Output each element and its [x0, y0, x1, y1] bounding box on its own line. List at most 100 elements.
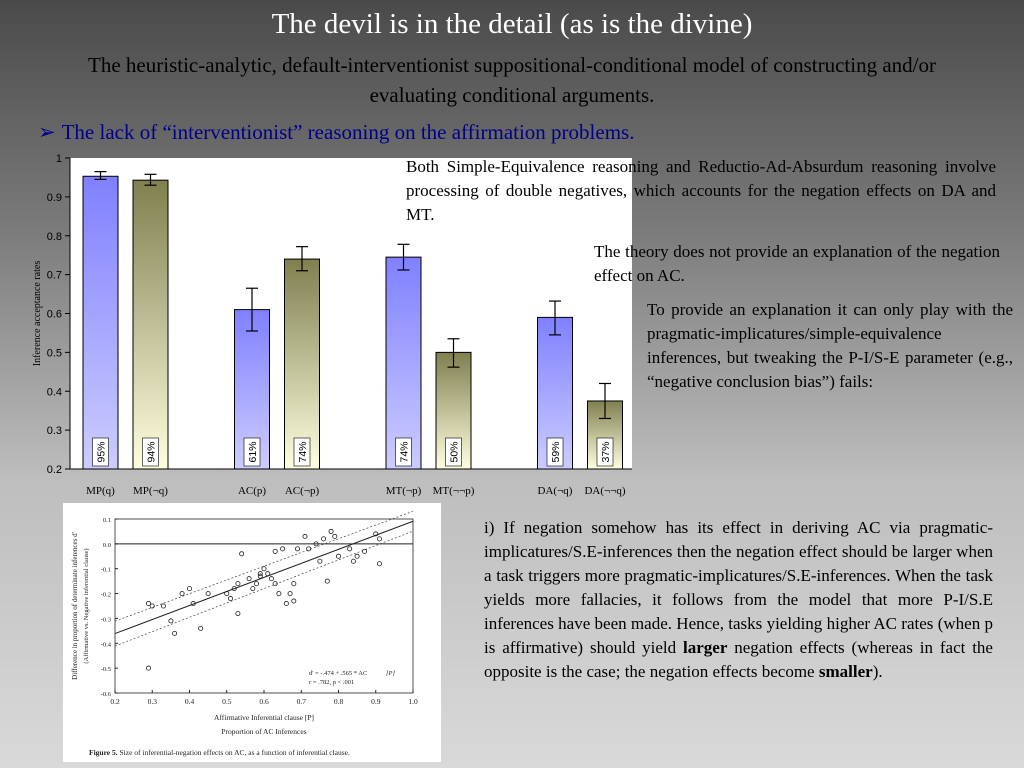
regression-line [114, 520, 414, 635]
scatter-point [146, 665, 152, 671]
bar [284, 258, 320, 470]
y-tick-label: 0.6 [47, 309, 62, 321]
y-tick-label: 1 [56, 153, 62, 165]
scatter-point [239, 551, 245, 557]
paragraph-argument-part2: negation effects (whereas in fact the op… [484, 638, 993, 681]
emphasis-smaller: smaller [818, 662, 873, 681]
bar-data-label: 50% [449, 441, 461, 462]
scatter-point [272, 581, 278, 587]
bar [82, 175, 119, 470]
y-tick-label: -0.3 [101, 616, 111, 623]
scatter-point [227, 596, 233, 602]
y-axis-label: Inference acceptance rates [32, 261, 43, 367]
x-axis-sublabel: Proportion of AC Inferences [221, 727, 306, 736]
scatter-point [332, 533, 338, 539]
scatter-point [276, 591, 282, 597]
x-tick-label: 0.5 [222, 697, 232, 706]
scatter-point [280, 546, 286, 552]
y-tick-label: 0.7 [47, 270, 62, 282]
bar-label-box [142, 437, 159, 467]
y-tick-label: 0.0 [103, 542, 111, 549]
category-label: MT(¬¬p) [433, 485, 475, 497]
scatter-point [257, 571, 263, 577]
x-tick-label: 0.6 [259, 697, 269, 706]
x-tick-label: 0.7 [297, 697, 307, 706]
y-tick-label: -0.5 [101, 666, 111, 673]
y-axis-label: Difference in proportion of determinate … [71, 532, 79, 680]
scatter-point [335, 553, 341, 559]
y-tick-label: -0.2 [101, 592, 111, 599]
bar-data-label: 61% [247, 441, 259, 462]
x-tick-label: 1.0 [408, 697, 418, 706]
scatter-point [306, 546, 312, 552]
x-tick-label: 0.2 [110, 697, 120, 706]
x-tick-label: 0.4 [185, 697, 195, 706]
category-label: AC(¬p) [285, 485, 320, 497]
paragraph-argument: i) If negation somehow has its effect in… [484, 516, 993, 684]
scatter-point [179, 591, 185, 597]
scatter-point [291, 598, 297, 604]
y-tick-label: 0.9 [47, 192, 62, 204]
category-label: DA(¬q) [538, 485, 573, 497]
y-tick-label: 0.1 [103, 517, 111, 524]
y-tick-label: 0.4 [47, 386, 62, 398]
arrow-bullet-icon: ➢ [38, 120, 56, 144]
bar-label-box [546, 437, 564, 467]
emphasis-larger: larger [683, 638, 728, 657]
bullet-text: The lack of “interventionist” reasoning … [61, 120, 635, 144]
bar-label-box [395, 437, 412, 467]
scatter-point [350, 558, 356, 564]
bar-label-box [92, 437, 109, 467]
scatter-point [190, 601, 196, 607]
scatter-point [254, 581, 260, 587]
scatter-point [376, 536, 382, 542]
confidence-band-lower [114, 530, 414, 647]
paragraph-explanation: To provide an explanation it can only pl… [647, 300, 1013, 391]
scatter-point [328, 528, 334, 534]
scatter-point [272, 548, 278, 554]
scatter-point [160, 603, 166, 609]
bar-data-label: 95% [96, 441, 108, 462]
y-tick-label: 0.2 [47, 464, 62, 476]
scatter-point [268, 576, 274, 582]
category-label: MP(¬q) [133, 485, 168, 497]
scatter-point [347, 546, 353, 552]
legend-tag: [P] [386, 670, 396, 677]
scatter-figure: 0.2 0.3 0.4 0.5 0.6 0.7 0.8 0.9 1.0 0.1 0.0 -0.1 -0.… [63, 503, 441, 762]
scatter-point [313, 541, 319, 547]
bar [132, 179, 169, 470]
scatter-point [324, 578, 330, 584]
scatter-point [321, 536, 327, 542]
scatter-point [146, 601, 152, 607]
paragraph-ac-negation: The theory does not provide an explanati… [594, 242, 1000, 285]
scatter-point [187, 586, 193, 592]
scatter-point [362, 548, 368, 554]
scatter-point [198, 625, 204, 631]
paragraph-simple-equivalence: Both Simple-Equivalence reasoning and Re… [406, 157, 996, 224]
regression-stats: r = .782, p < .001 [309, 679, 354, 686]
bar-data-label: 94% [146, 441, 158, 462]
y-axis-sublabel: (Affirmative vs. Negative inferential cl… [83, 548, 90, 663]
scatter-point [265, 571, 271, 577]
x-tick-label: 0.8 [334, 697, 344, 706]
scatter-point [283, 601, 289, 607]
scatter-point [205, 591, 211, 597]
y-tick-label: -0.1 [101, 567, 111, 574]
bar-label-box [293, 437, 311, 467]
scatter-point [172, 630, 178, 636]
scatter-point [246, 576, 252, 582]
y-tick-label: 0.3 [47, 425, 62, 437]
scatter-frame [114, 518, 414, 694]
slide-title: The devil is in the detail (as is the di… [271, 8, 753, 40]
scatter-point [257, 573, 263, 579]
category-label: MP(q) [86, 485, 115, 497]
category-label: MT(¬p) [386, 485, 422, 497]
x-tick-label: 0.3 [148, 697, 158, 706]
bar-label-box [243, 437, 261, 467]
figure-caption: Figure 5. Size of inferential-negation e… [89, 748, 350, 757]
scatter-point [168, 618, 174, 624]
y-tick-label: 0.8 [47, 231, 62, 243]
scatter-point [235, 610, 241, 616]
scatter-point [376, 561, 382, 567]
scatter-point [354, 553, 360, 559]
